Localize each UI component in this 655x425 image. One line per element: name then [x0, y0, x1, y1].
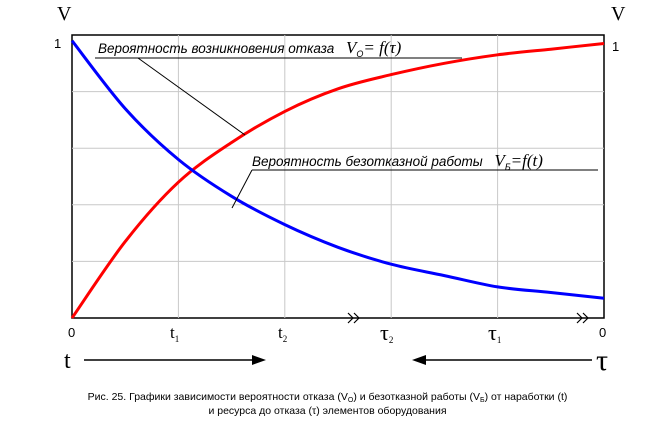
y-axis-label-right: V [611, 3, 626, 25]
arrow-t-label: t [64, 348, 71, 374]
y-tick-right: 1 [612, 39, 619, 54]
leader-line-red [137, 57, 246, 136]
x-tick-zero-right: 0 [599, 325, 606, 340]
annotation-red: Вероятность возникновения отказа VО= f(τ… [98, 38, 402, 59]
figure-caption-line1: Рис. 25. Графики зависимости вероятности… [87, 391, 568, 404]
arrow-tau-label: τ [596, 344, 608, 377]
chart: V V 1 1 Вероятность возникновения отказа… [54, 3, 626, 377]
y-axis-label-left: V [57, 3, 72, 25]
axis-break-left [347, 312, 360, 324]
axis-break-right [576, 312, 589, 324]
x-tick-tau1: τ1 [488, 320, 501, 345]
figure-caption-line2: и ресурса до отказа (τ) элементов оборуд… [208, 405, 447, 417]
y-tick-left: 1 [54, 36, 61, 51]
x-tick-tau2: τ2 [380, 320, 393, 345]
x-tick-t2: t2 [278, 323, 287, 344]
annotation-blue: Вероятность безотказной работы VБ=f(t) [252, 151, 543, 172]
leader-line-blue [231, 169, 253, 209]
x-tick-t1: t1 [170, 323, 179, 344]
x-tick-zero-left: 0 [68, 325, 75, 340]
series-line-failure [70, 42, 605, 319]
grid [72, 35, 604, 318]
arrow-tau-head [412, 355, 426, 365]
arrow-t-head [252, 355, 266, 365]
series-line-reliability [70, 39, 605, 300]
plot-frame [71, 34, 605, 319]
